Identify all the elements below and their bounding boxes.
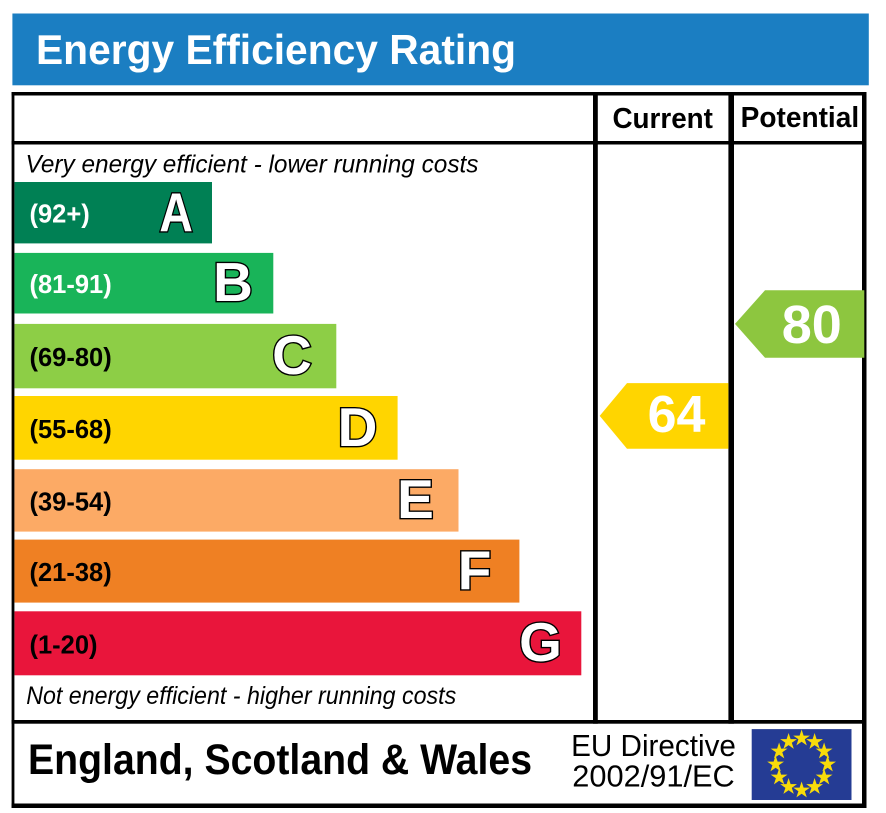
svg-text:80: 80 bbox=[782, 295, 842, 355]
svg-text:England, Scotland & Wales: England, Scotland & Wales bbox=[28, 736, 532, 784]
svg-text:(55-68): (55-68) bbox=[30, 416, 112, 444]
svg-text:G: G bbox=[519, 611, 562, 673]
svg-text:E: E bbox=[397, 468, 434, 530]
svg-text:B: B bbox=[213, 251, 253, 313]
svg-text:F: F bbox=[458, 540, 492, 602]
svg-text:Energy Efficiency Rating: Energy Efficiency Rating bbox=[36, 26, 516, 73]
svg-text:(69-80): (69-80) bbox=[30, 344, 112, 372]
svg-text:C: C bbox=[272, 324, 312, 386]
svg-text:A: A bbox=[159, 181, 193, 243]
svg-text:Not energy efficient - higher: Not energy efficient - higher running co… bbox=[26, 682, 456, 710]
svg-text:D: D bbox=[338, 396, 378, 458]
svg-text:(1-20): (1-20) bbox=[30, 631, 98, 659]
svg-text:64: 64 bbox=[648, 386, 706, 444]
svg-text:Current: Current bbox=[612, 103, 713, 135]
svg-text:Very energy efficient - lower: Very energy efficient - lower running co… bbox=[26, 151, 479, 179]
svg-text:(21-38): (21-38) bbox=[30, 559, 112, 587]
svg-text:(81-91): (81-91) bbox=[30, 271, 112, 299]
svg-text:Potential: Potential bbox=[741, 102, 860, 134]
svg-text:EU Directive: EU Directive bbox=[571, 728, 736, 763]
svg-text:(92+): (92+) bbox=[30, 201, 90, 229]
svg-text:(39-54): (39-54) bbox=[30, 488, 112, 516]
svg-text:2002/91/EC: 2002/91/EC bbox=[572, 759, 735, 794]
